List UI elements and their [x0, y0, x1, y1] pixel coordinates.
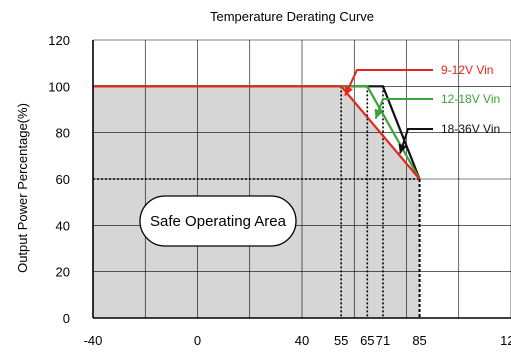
y-tick-label: 80	[56, 126, 70, 141]
series-arrowhead	[398, 143, 408, 154]
x-tick-label: 65	[360, 333, 374, 348]
x-tick-label: 40	[295, 333, 309, 348]
chart-title: Temperature Derating Curve	[210, 9, 374, 24]
y-tick-label: 0	[63, 311, 70, 326]
y-tick-label: 120	[48, 33, 70, 48]
x-tick-label: -40	[84, 333, 103, 348]
x-tick-label: 0	[194, 333, 201, 348]
y-tick-label: 60	[56, 172, 70, 187]
y-tick-label: 20	[56, 265, 70, 280]
series-label: 12-18V Vin	[441, 92, 500, 106]
y-tick-label: 40	[56, 218, 70, 233]
x-tick-label: 120	[500, 333, 511, 348]
x-tick-label: 85	[412, 333, 426, 348]
y-tick-label: 100	[48, 79, 70, 94]
series-label: 9-12V Vin	[441, 63, 493, 77]
series-leader-line	[344, 69, 433, 97]
safe-operating-area-box	[139, 195, 297, 247]
safe-operating-area-label: Safe Operating Area	[150, 213, 287, 230]
x-tick-label: 55	[334, 333, 348, 348]
series-arrowhead	[374, 108, 384, 119]
series-label: 18-36V Vin	[441, 122, 500, 136]
series-line	[93, 85, 421, 180]
series-arrowhead	[344, 85, 353, 96]
x-tick-label: 71	[376, 333, 390, 348]
y-axis-label: Output Power Percentage(%)	[15, 103, 30, 273]
